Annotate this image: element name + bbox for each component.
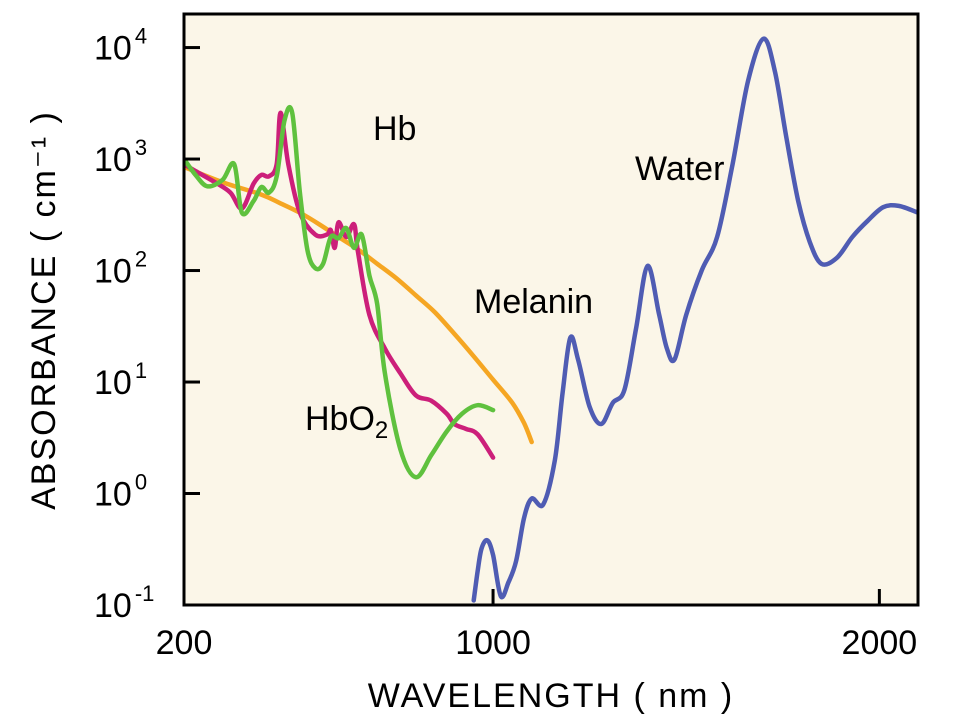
y-tick-label: 10 0	[94, 470, 147, 514]
series-label-hbo2: HbO2	[305, 400, 388, 444]
y-tick-label: 10 1	[94, 358, 147, 402]
hbo2-subscript: 2	[375, 417, 388, 444]
y-tick-label: 10 4	[94, 24, 147, 68]
plot-background	[184, 14, 918, 605]
x-axis-ticks: 200 1000 2000	[156, 589, 918, 662]
y-tick-label: 10 -1	[94, 581, 154, 625]
series-label-melanin: Melanin	[474, 283, 593, 321]
data-curves	[184, 36, 918, 603]
series-label-hb: Hb	[373, 110, 416, 148]
x-tick-label: 2000	[842, 624, 918, 662]
hbo2-base-text: HbO	[305, 400, 375, 438]
series-line-hbo2	[184, 105, 496, 480]
y-tick-label: 10 3	[94, 135, 147, 179]
series-line-water	[471, 36, 918, 603]
series-line-hb	[184, 110, 496, 460]
series-line-melanin	[184, 164, 534, 445]
plot-frame	[182, 12, 920, 607]
series-label-water: Water	[635, 150, 724, 188]
x-axis-label: WAVELENGTH ( nm )	[368, 677, 734, 715]
y-axis-label: ABSORBANCE ( cm⁻¹ )	[25, 110, 63, 510]
y-tick-label: 10 2	[94, 247, 147, 291]
x-tick-label: 200	[156, 624, 213, 662]
x-tick-label: 1000	[455, 624, 531, 662]
